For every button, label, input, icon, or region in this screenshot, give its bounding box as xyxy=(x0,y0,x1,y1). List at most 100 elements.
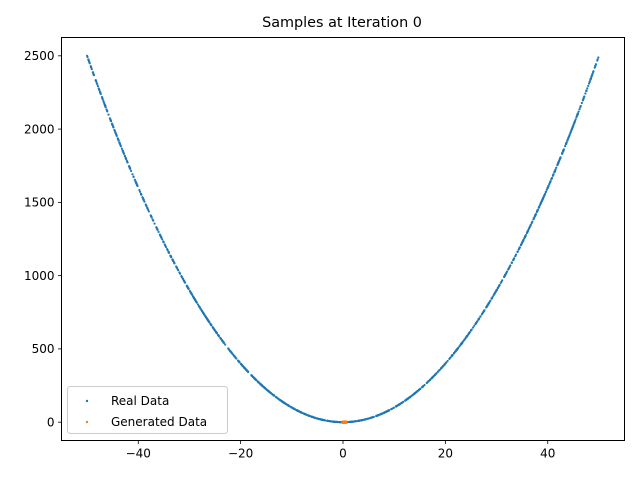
real-data-point xyxy=(276,397,280,400)
real-data-point xyxy=(269,391,272,395)
real-data-point xyxy=(293,408,297,411)
real-data-point xyxy=(552,173,555,176)
real-data-point xyxy=(567,135,571,138)
real-data-point xyxy=(509,264,512,267)
generated-data-point xyxy=(341,421,345,424)
real-data-point xyxy=(536,210,539,213)
real-data-point xyxy=(131,173,134,176)
real-data-point xyxy=(531,220,534,223)
x-tick-label: −40 xyxy=(126,447,151,461)
real-data-point xyxy=(281,400,284,403)
real-data-point xyxy=(367,417,370,420)
real-data-point xyxy=(120,147,123,150)
real-data-point xyxy=(580,101,583,105)
real-data-point xyxy=(213,328,216,332)
real-data-point xyxy=(212,327,215,330)
real-data-point xyxy=(487,301,491,305)
real-data-point xyxy=(217,334,220,337)
real-data-point xyxy=(92,73,95,76)
real-data-point xyxy=(135,183,139,187)
real-data-point xyxy=(336,420,339,424)
real-data-point xyxy=(176,267,179,270)
y-tick-label: 2000 xyxy=(24,122,55,136)
real-data-point xyxy=(250,374,254,377)
real-data-point xyxy=(590,75,593,78)
real-data-point xyxy=(199,307,202,310)
real-data-point xyxy=(96,85,100,88)
real-data-point xyxy=(331,420,334,423)
real-data-point xyxy=(546,186,549,189)
real-data-point xyxy=(178,271,181,274)
real-data-point xyxy=(256,380,260,383)
real-data-point xyxy=(113,128,116,132)
ticks-layer: −40 −20 0 20 40 0 500 1000 1500 2000 2500 xyxy=(24,49,555,460)
real-data-point xyxy=(566,138,569,141)
real-data-point xyxy=(518,246,521,249)
real-data-point xyxy=(516,250,519,253)
real-data-point xyxy=(141,196,144,200)
real-data-point xyxy=(313,416,316,419)
real-data-point xyxy=(594,65,597,68)
real-data-point xyxy=(538,205,541,208)
real-data-point xyxy=(108,117,112,120)
real-data-point xyxy=(400,401,403,405)
legend-marker-generated-data xyxy=(85,420,89,424)
real-data-point xyxy=(363,418,366,421)
real-data-point xyxy=(559,157,562,160)
real-data-point xyxy=(501,279,504,282)
real-data-point xyxy=(201,310,204,313)
real-data-point xyxy=(596,58,599,61)
real-data-point xyxy=(587,84,590,88)
real-data-point xyxy=(105,108,108,111)
real-data-point xyxy=(230,351,233,354)
real-data-point xyxy=(547,184,550,187)
real-data-point xyxy=(456,347,459,351)
real-data-point xyxy=(100,96,104,99)
real-data-point xyxy=(316,417,319,420)
real-data-point xyxy=(494,290,497,293)
legend-box xyxy=(67,386,228,434)
real-data-point xyxy=(133,178,136,181)
real-data-point xyxy=(425,381,428,385)
real-data-point xyxy=(143,200,146,203)
real-data-point xyxy=(169,255,172,258)
real-data-point xyxy=(191,295,195,298)
real-data-point xyxy=(161,238,164,241)
real-data-point xyxy=(542,196,545,199)
real-data-point xyxy=(360,419,363,422)
real-data-point xyxy=(124,157,127,160)
real-data-point xyxy=(390,408,393,411)
real-data-point xyxy=(492,293,495,297)
real-data-point xyxy=(253,377,256,380)
y-tick-label: 1000 xyxy=(24,269,55,283)
real-data-point xyxy=(427,380,430,383)
real-data-point xyxy=(497,285,500,288)
chart-title: Samples at Iteration 0 xyxy=(262,15,422,31)
real-data-point xyxy=(524,234,527,238)
real-data-point xyxy=(432,375,435,378)
real-data-point xyxy=(283,401,286,405)
real-data-point xyxy=(351,420,354,423)
real-data-point xyxy=(375,414,378,417)
real-data-point xyxy=(527,229,530,232)
real-data-point xyxy=(522,238,525,242)
real-data-point xyxy=(317,417,321,421)
real-data-point xyxy=(520,243,523,246)
x-tick-label: 0 xyxy=(339,447,347,461)
real-data-point xyxy=(588,80,591,84)
real-data-point xyxy=(231,353,235,356)
real-data-point xyxy=(151,218,154,221)
real-data-point xyxy=(181,277,184,280)
real-data-point xyxy=(594,63,598,66)
real-data-point xyxy=(239,362,243,366)
real-data-point xyxy=(528,225,531,229)
real-data-point xyxy=(585,89,588,92)
legend-label-real-data: Real Data xyxy=(111,394,169,408)
real-data-point xyxy=(324,419,327,422)
real-data-point xyxy=(550,178,553,181)
real-data-point xyxy=(219,337,222,340)
real-data-point xyxy=(207,319,210,323)
real-data-point xyxy=(354,420,357,423)
real-data-point xyxy=(91,71,94,74)
real-data-point xyxy=(357,419,360,422)
